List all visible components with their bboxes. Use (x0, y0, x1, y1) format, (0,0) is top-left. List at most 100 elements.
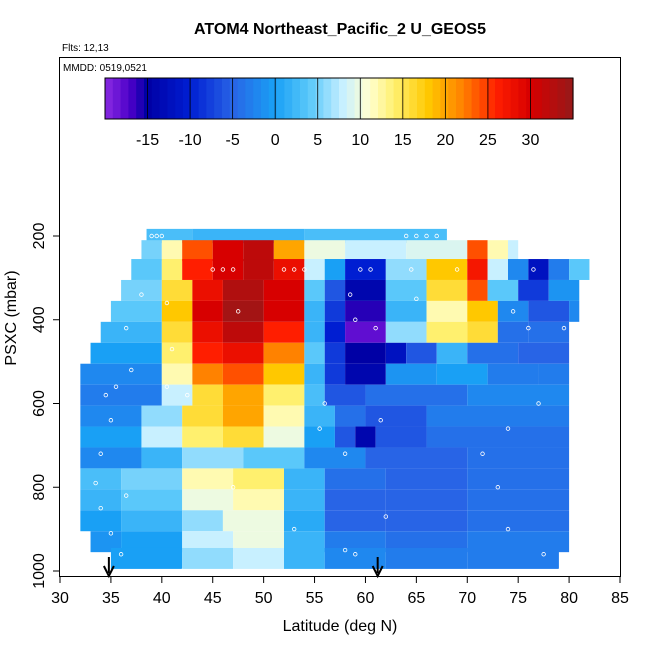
heatmap-cell (243, 447, 305, 469)
heatmap-cell (467, 279, 488, 301)
sample-point (230, 267, 236, 272)
heatmap-cell (324, 259, 346, 280)
heatmap-cell (192, 363, 223, 385)
sample-point (541, 552, 546, 557)
colorbar-swatch (245, 78, 254, 119)
y-tick-label: 800 (31, 474, 48, 501)
sample-point (556, 568, 562, 574)
heatmap-cell (146, 228, 193, 244)
heatmap-cell (528, 321, 570, 343)
sample-point (302, 267, 307, 272)
sample-point (185, 392, 190, 398)
colorbar-swatch (198, 78, 207, 119)
colorbar-swatch (346, 78, 356, 119)
colorbar-swatch (237, 78, 246, 119)
heatmap-cell (182, 489, 234, 511)
colorbar-swatch (222, 78, 231, 119)
heatmap-cell (385, 547, 468, 569)
latitude-markers (102, 557, 384, 579)
x-tick-label: 80 (560, 590, 578, 607)
heatmap-cell (263, 300, 305, 322)
heatmap-cell (304, 447, 366, 469)
heatmap-cell (233, 489, 284, 511)
colorbar-swatch (190, 78, 200, 119)
x-tick-label: 85 (611, 590, 629, 607)
heatmap-cell (436, 363, 488, 385)
heatmap-cell (121, 531, 183, 553)
heatmap-cell (161, 363, 193, 385)
colorbar-swatch (518, 78, 527, 119)
heatmap-cell (243, 259, 274, 280)
heatmap-cell (406, 240, 468, 262)
colorbar-swatch (214, 78, 223, 119)
colorbar-swatch (323, 78, 332, 119)
heatmap-cell (487, 279, 519, 301)
heatmap-cell (324, 300, 346, 322)
colorbar-swatch (112, 78, 122, 119)
heatmap-cell (80, 363, 162, 385)
colorbar-swatch (307, 78, 317, 119)
sample-point (164, 300, 170, 306)
heatmap-cell (121, 279, 162, 301)
heatmap-cell (233, 468, 284, 490)
heatmap-cell (467, 300, 498, 322)
heatmap-cell (182, 531, 234, 553)
colorbar-swatch (502, 78, 512, 119)
sample-point (505, 526, 511, 532)
heatmap-cell (212, 240, 244, 262)
heatmap-cell (80, 384, 162, 406)
colorbar-swatch (479, 78, 488, 119)
sample-point (220, 267, 226, 272)
heatmap-cell (467, 489, 570, 511)
heatmap-cell (385, 468, 468, 490)
heatmap-cell (304, 426, 335, 448)
heatmap-cell (182, 447, 244, 469)
heatmap-cell (324, 363, 346, 385)
heatmap-cell (487, 240, 508, 262)
x-tick-label: 45 (204, 590, 222, 607)
heatmap-cell (222, 321, 264, 343)
heatmap-cell (304, 259, 325, 280)
colorbar-swatch (284, 78, 293, 119)
sample-point (536, 401, 541, 406)
sample-point (139, 292, 144, 297)
heatmap-cell (487, 259, 508, 280)
heatmap-cell (161, 300, 193, 322)
heatmap-cell (365, 405, 427, 427)
chart-title: ATOM4 Northeast_Pacific_2 U_GEOS5 (194, 21, 486, 38)
heatmap-cell (518, 279, 549, 301)
heatmap-cell (222, 426, 264, 448)
x-tick-label: 60 (357, 590, 375, 607)
x-tick-label: 40 (153, 590, 171, 607)
heatmap-cell (304, 405, 335, 427)
colorbar-swatch (354, 78, 363, 119)
sample-point (281, 267, 287, 272)
colorbar-swatch (253, 78, 262, 119)
colorbar-swatch (557, 78, 566, 119)
colorbar-tick-label: -15 (136, 132, 159, 149)
x-tick-label: 50 (255, 590, 273, 607)
colorbar-swatch (541, 78, 551, 119)
colorbar-swatch (409, 78, 418, 119)
heatmap-cell (365, 384, 468, 406)
colorbar-swatch (487, 78, 496, 119)
heatmap-cell (284, 489, 325, 511)
heatmap-cell (548, 259, 570, 280)
heatmap-cell (192, 300, 223, 322)
colorbar-frame (104, 77, 574, 120)
sample-point (108, 418, 114, 423)
heatmap-cell (192, 321, 223, 343)
colorbar-swatch (159, 78, 168, 119)
heatmap-cell (467, 547, 559, 569)
heatmap-cell (222, 279, 264, 301)
heatmap-cell (182, 240, 213, 262)
heatmap-cell (161, 384, 193, 406)
heatmap-cell (436, 342, 468, 364)
y-tick-label: 200 (31, 223, 48, 250)
heatmap-cell (284, 547, 325, 569)
heatmap-cell (121, 510, 183, 532)
plot-frame (59, 57, 621, 577)
colorbar-swatch (229, 78, 239, 119)
colorbar-swatch (120, 78, 129, 119)
